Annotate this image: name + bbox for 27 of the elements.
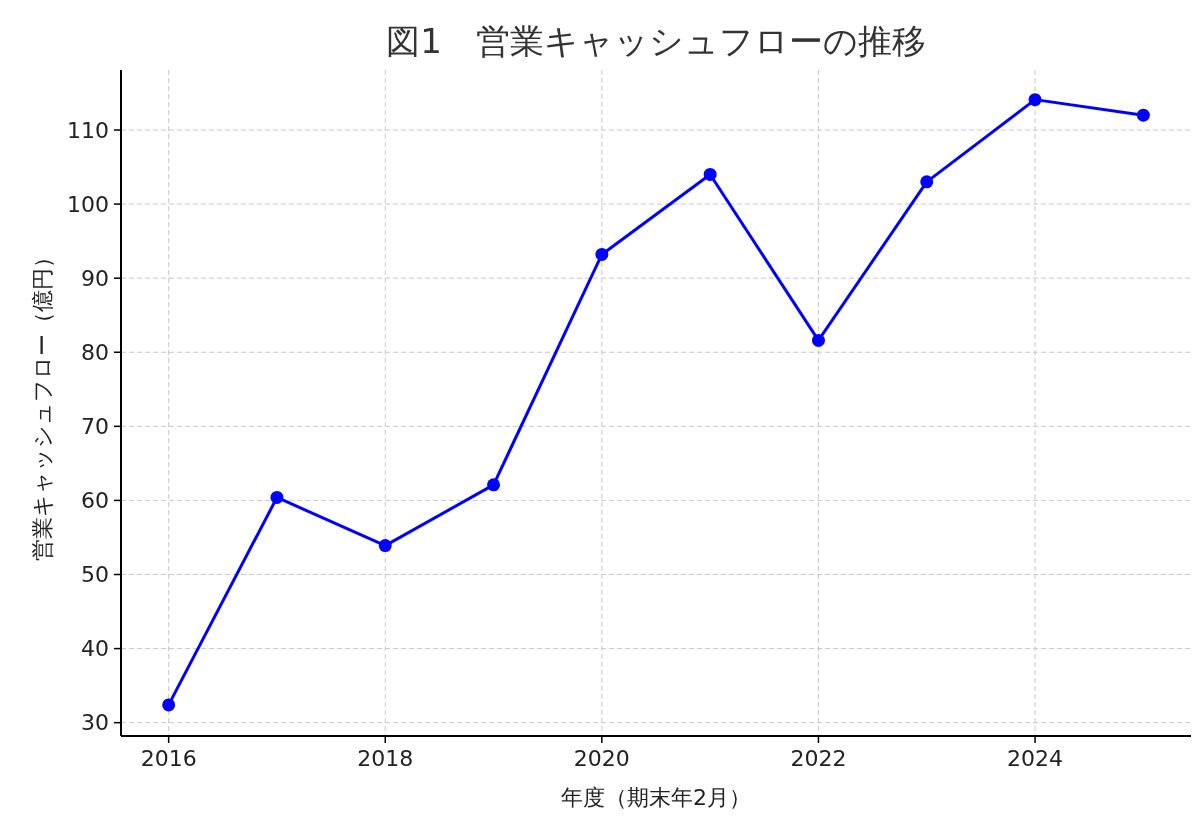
x-tick-label: 2024 xyxy=(1007,746,1064,771)
point xyxy=(162,698,176,712)
x-tick-label: 2022 xyxy=(790,746,847,771)
y-tick-label: 80 xyxy=(81,339,109,365)
y-tick-label: 100 xyxy=(67,191,109,217)
x-tick-label: 2020 xyxy=(573,746,630,771)
y-tick-label: 60 xyxy=(81,488,109,514)
x-tick-label: 2016 xyxy=(140,746,197,771)
point xyxy=(1028,93,1042,107)
x-tick-label: 2018 xyxy=(357,746,414,771)
point xyxy=(595,247,609,261)
x-axis-title: 年度（期末年2月） xyxy=(561,785,751,810)
y-tick-label: 110 xyxy=(67,117,109,143)
point xyxy=(1136,108,1150,122)
point xyxy=(378,539,392,553)
chart-title: 図1 営業キャッシュフローの推移 xyxy=(386,21,926,61)
point xyxy=(703,167,717,181)
y-tick-label: 70 xyxy=(81,414,109,440)
y-axis-title: 営業キャッシュフロー（億円） xyxy=(30,245,55,561)
point xyxy=(920,175,934,189)
point xyxy=(487,478,501,492)
point xyxy=(270,490,284,504)
y-tick-label: 30 xyxy=(81,710,109,736)
y-tick-label: 40 xyxy=(81,636,109,662)
y-tick-label: 50 xyxy=(81,562,109,588)
point xyxy=(811,333,825,347)
y-tick-label: 90 xyxy=(81,265,109,291)
